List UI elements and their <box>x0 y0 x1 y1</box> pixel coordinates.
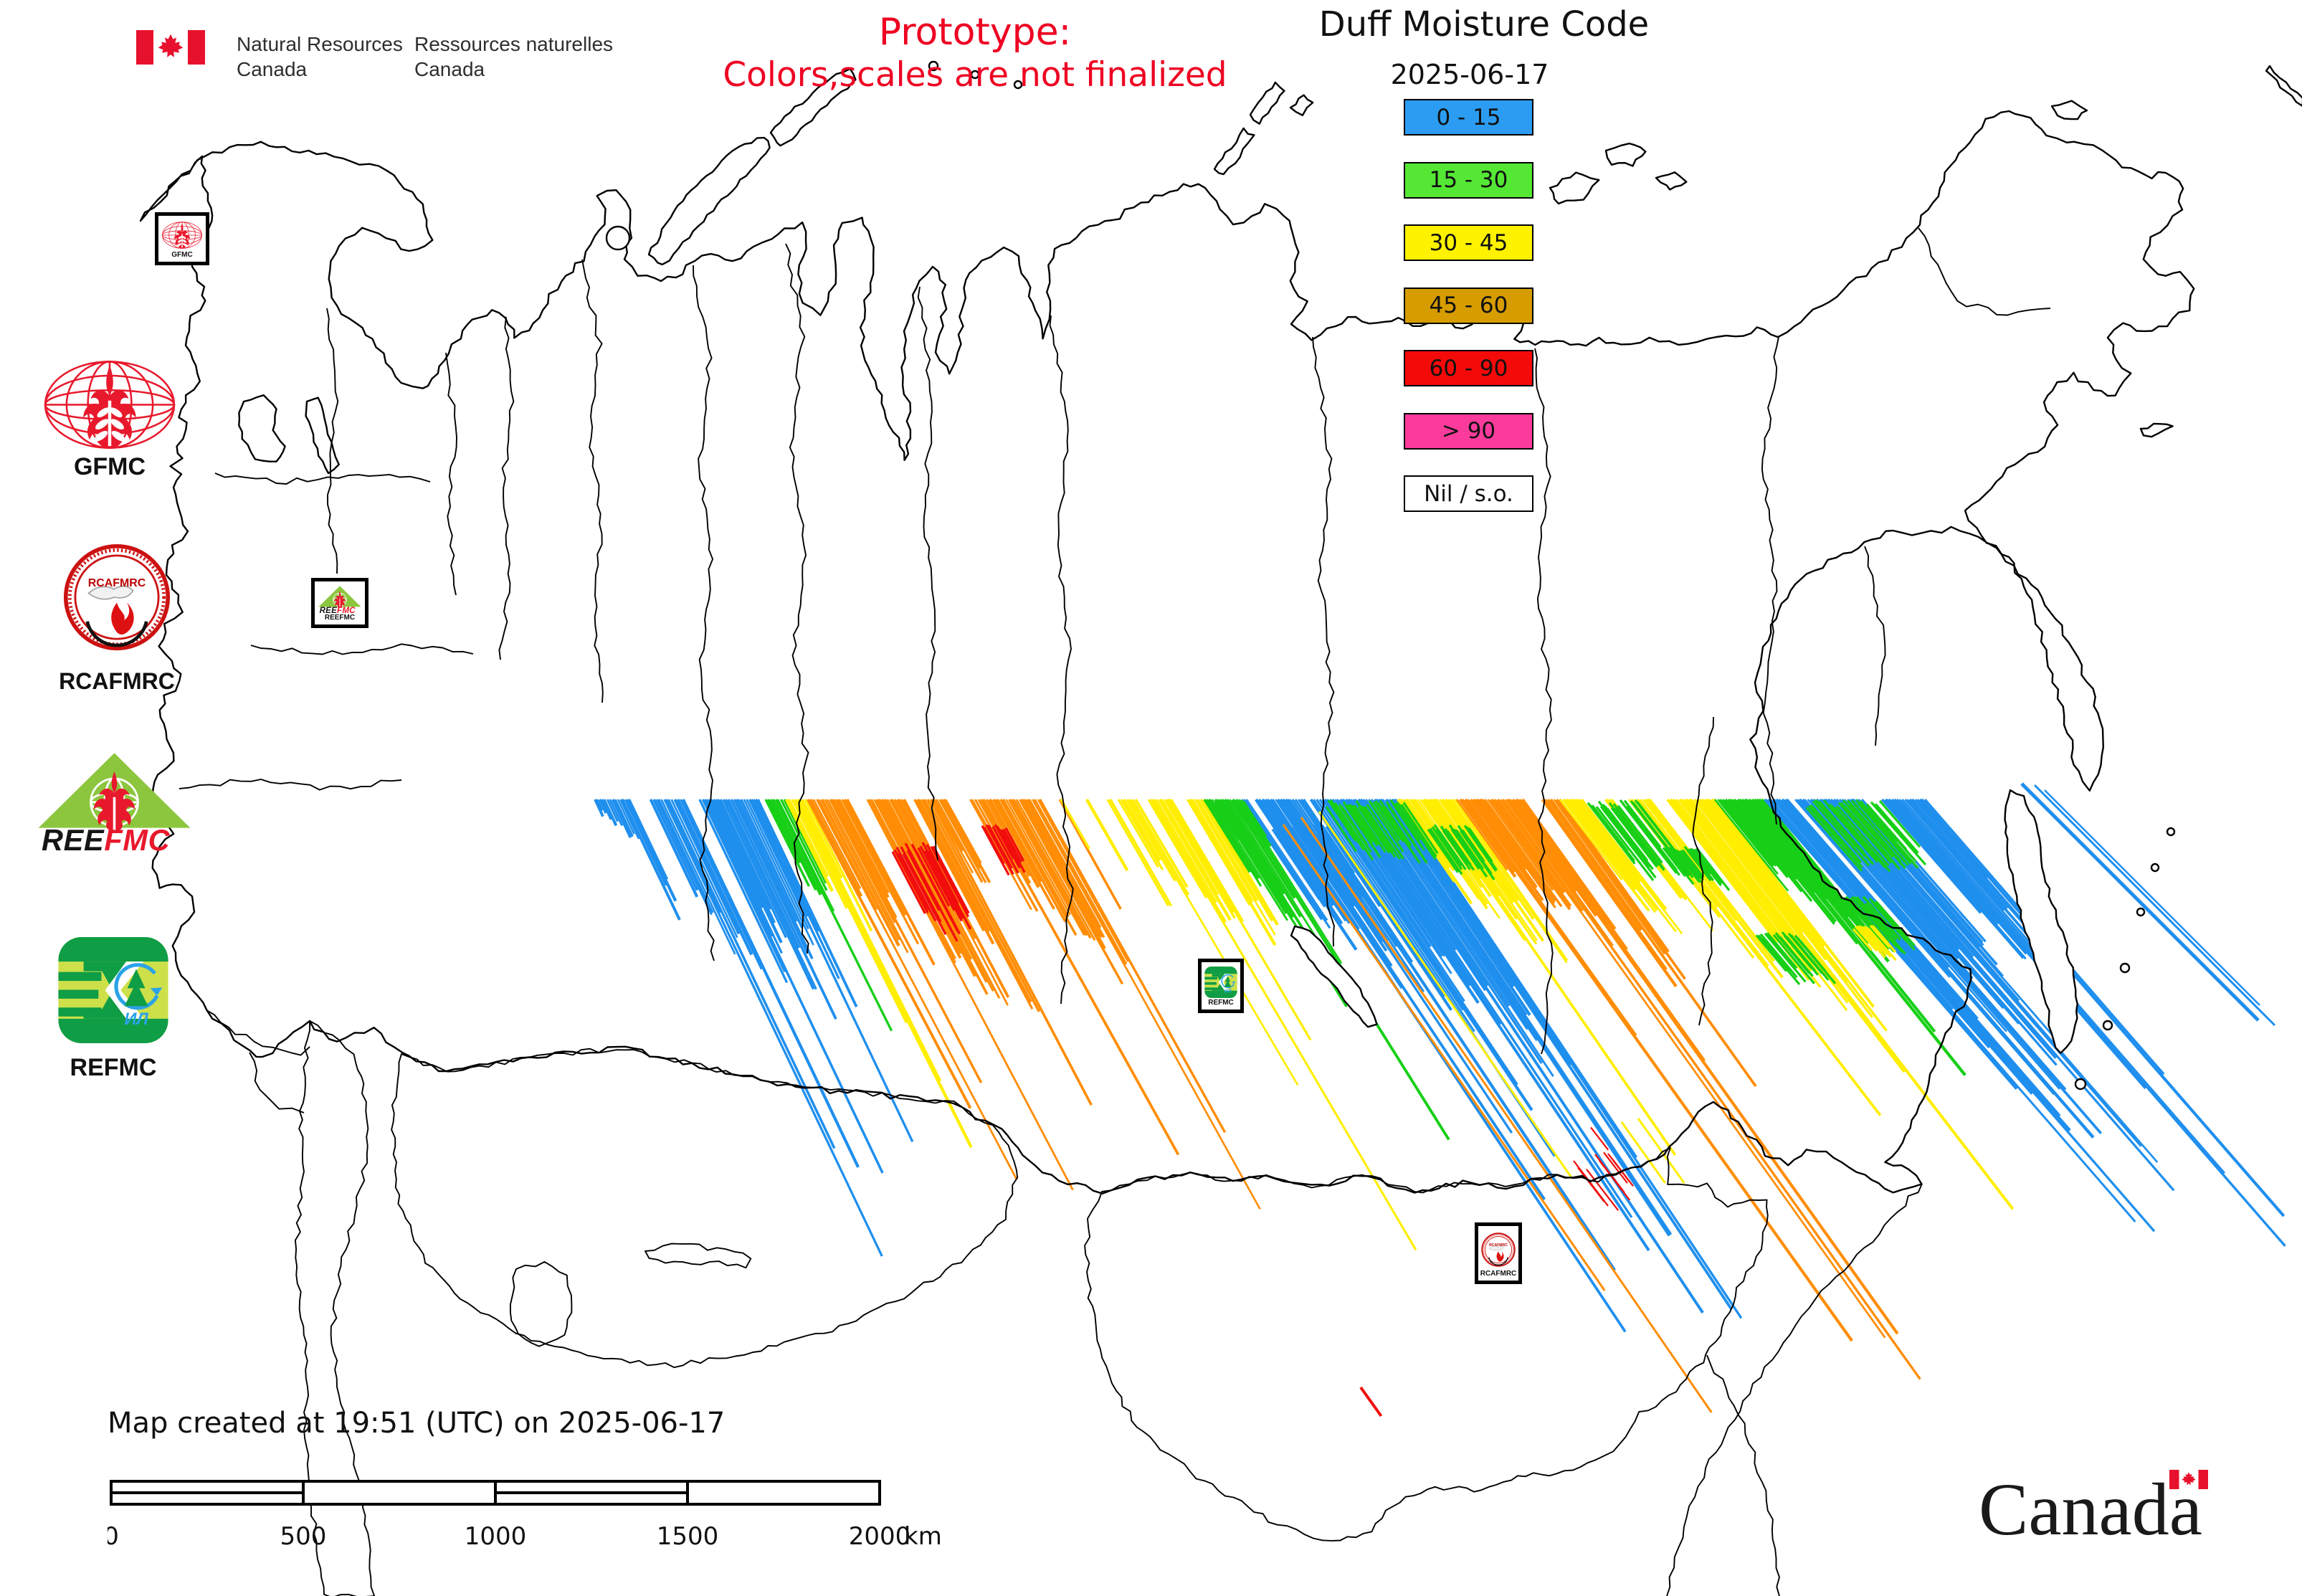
prototype-line1: Prototype: <box>878 11 1072 54</box>
nrcan-fr-line1: Ressources naturelles <box>414 33 614 55</box>
nrcan-en-line2: Canada <box>237 58 308 80</box>
legend-item-Nil-s-o-: Nil / s.o. <box>1404 475 1533 512</box>
rcafmrc-logo <box>63 543 171 654</box>
map-marker-gfmc: GFMC <box>155 212 209 265</box>
legend-title: Duff Moisture Code <box>1318 4 1650 44</box>
rcafmrc-label: RCAFMRC <box>59 668 175 694</box>
legend-item-45-60: 45 - 60 <box>1404 287 1533 324</box>
nrcan-signature-fr: Ressources naturelles Canada <box>414 32 613 82</box>
map-marker-rcafmrc: RCAFMRC <box>1475 1222 1522 1284</box>
gfmc-label: GFMC <box>73 453 146 480</box>
canada-flag-icon <box>136 30 205 65</box>
nrcan-signature-en: Natural Resources Canada <box>237 32 403 82</box>
legend-item-0-15: 0 - 15 <box>1404 99 1533 136</box>
nrcan-en-line1: Natural Resources <box>237 33 403 55</box>
legend-date: 2025-06-17 <box>1390 59 1549 90</box>
legend-item-60-90: 60 - 90 <box>1404 350 1533 386</box>
svg-text:1000: 1000 <box>465 1522 527 1551</box>
map-created-text: Map created at 19:51 (UTC) on 2025-06-17 <box>108 1407 726 1440</box>
canada-wordmark: Canada <box>1979 1463 2265 1566</box>
svg-text:500: 500 <box>280 1522 327 1551</box>
svg-text:0: 0 <box>108 1522 119 1551</box>
svg-text:2000: 2000 <box>849 1522 911 1551</box>
refmc-logo <box>57 936 169 1047</box>
dmc-data-band <box>594 782 2286 1417</box>
refmc-label: REFMC <box>70 1054 157 1081</box>
legend-item-15-30: 15 - 30 <box>1404 161 1533 199</box>
prototype-notice: Prototype: Colors,scales are not finaliz… <box>645 10 1305 96</box>
legend-item--90: > 90 <box>1404 412 1533 450</box>
map-marker-reefmc: REEFMC <box>311 578 368 628</box>
svg-text:1500: 1500 <box>657 1522 719 1551</box>
coastline-outline <box>139 60 2302 1596</box>
svg-text:km: km <box>904 1522 942 1551</box>
canada-wordmark-text: Canada <box>1979 1468 2202 1551</box>
nrcan-fr-line2: Canada <box>414 58 485 80</box>
prototype-line2: Colors,scales are not finalized <box>723 55 1227 95</box>
map-marker-refmc: REFMC <box>1198 959 1244 1013</box>
reefmc-logo <box>37 750 191 855</box>
gfmc-logo <box>42 357 178 455</box>
legend-item-30-45: 30 - 45 <box>1404 224 1533 261</box>
